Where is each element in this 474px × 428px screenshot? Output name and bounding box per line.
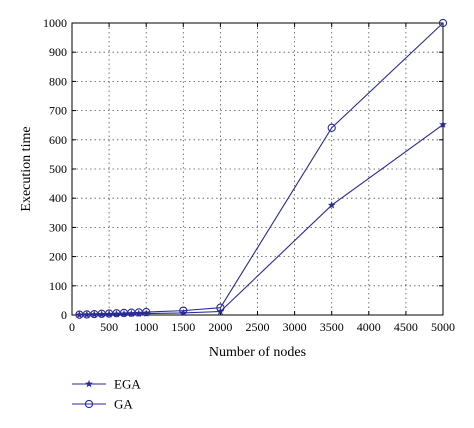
y-tick-label: 900 — [49, 45, 67, 59]
data-point-ega — [439, 120, 447, 128]
data-point-ga — [216, 303, 225, 312]
data-point-ga — [179, 306, 188, 315]
legend-entry-ga: GA — [72, 397, 133, 412]
legend-label-ga: GA — [114, 397, 133, 412]
x-tick-label: 3500 — [320, 320, 344, 334]
y-tick-label: 200 — [49, 250, 67, 264]
x-tick-label: 1500 — [171, 320, 195, 334]
y-tick-label: 800 — [49, 74, 67, 88]
legend-marker-ega — [85, 379, 93, 388]
legend-label-ega: EGA — [114, 377, 141, 392]
legend-entry-ega: EGA — [72, 377, 141, 392]
y-tick-label: 700 — [49, 104, 67, 118]
data-point-ga — [142, 307, 151, 317]
series-ega — [75, 120, 447, 319]
x-tick-label: 4000 — [357, 320, 381, 334]
x-tick-label: 5000 — [431, 320, 455, 334]
y-tick-label: 400 — [49, 191, 67, 205]
series-layer — [75, 18, 448, 319]
x-tick-label: 500 — [100, 320, 118, 334]
data-point-ga — [438, 18, 448, 28]
data-point-ga — [327, 123, 336, 132]
x-tick-label: 2000 — [208, 320, 232, 334]
x-tick-label: 3000 — [283, 320, 307, 334]
y-tick-label: 500 — [49, 162, 67, 176]
x-axis-title: Number of nodes — [209, 345, 306, 360]
axis-ticks: 0 500 1000 1500 2000 2500 3000 3500 4000 4500 5000… — [43, 16, 455, 334]
y-tick-label: 600 — [49, 133, 67, 147]
series-line-ega — [79, 124, 444, 316]
x-tick-label: 1000 — [134, 320, 158, 334]
y-tick-label: 300 — [49, 220, 67, 234]
grid — [72, 23, 443, 315]
y-axis-title: Execution time — [19, 126, 34, 211]
legend: EGA GA — [72, 377, 141, 412]
series-ga — [75, 18, 448, 319]
y-tick-label: 100 — [49, 279, 67, 293]
y-tick-label: 1000 — [43, 16, 67, 30]
x-tick-label: 2500 — [246, 320, 270, 334]
legend-marker-ga — [84, 399, 94, 409]
x-tick-label: 0 — [69, 320, 75, 334]
data-point-ega — [327, 201, 336, 209]
y-tick-label: 0 — [61, 308, 67, 322]
x-tick-label: 4500 — [394, 320, 418, 334]
